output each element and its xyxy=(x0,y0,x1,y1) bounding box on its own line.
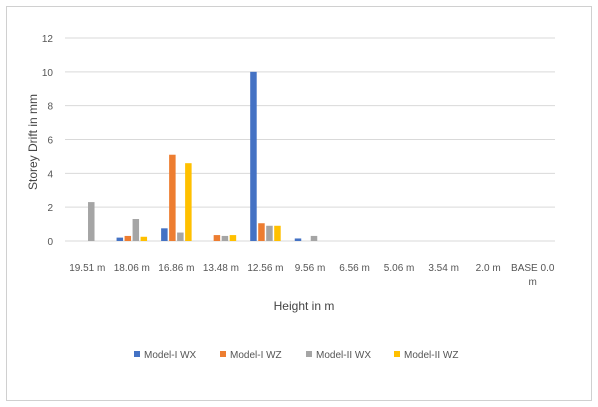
x-axis-title: Height in m xyxy=(274,299,335,313)
bar xyxy=(169,154,176,241)
bar xyxy=(185,163,192,241)
bar xyxy=(116,237,124,241)
legend-label: Model-I WX xyxy=(144,350,197,361)
x-tick-label: 6.56 m xyxy=(339,263,370,274)
legend-item: Model-I WX xyxy=(134,350,197,361)
legend-label: Model-II WZ xyxy=(404,350,458,361)
bar xyxy=(161,228,168,241)
bar xyxy=(310,235,318,241)
bar xyxy=(258,223,265,241)
x-tick-label: 13.48 m xyxy=(203,263,239,274)
y-tick-label: 6 xyxy=(47,136,53,147)
gridlines xyxy=(65,37,555,242)
legend-swatch xyxy=(394,351,400,357)
bar xyxy=(250,71,257,241)
bars xyxy=(88,71,318,241)
legend-swatch xyxy=(134,351,140,357)
bar xyxy=(274,225,281,241)
legend: Model-I WX Model-I WZ Model-II WX Model-II … xyxy=(134,350,458,361)
y-tick-label: 0 xyxy=(47,237,53,248)
x-tick-label: 3.54 m xyxy=(428,263,459,274)
bar xyxy=(221,235,229,241)
x-tick-label: 9.56 m xyxy=(295,263,326,274)
bar xyxy=(294,238,302,241)
y-axis-title: Storey Drift in mm xyxy=(26,94,40,190)
chart-svg: 0 2 4 6 8 10 12 19.51 m 18.06 m 16.86 m 13.48 m 12… xyxy=(26,34,555,361)
y-tick-label: 12 xyxy=(42,34,54,45)
bar xyxy=(132,219,140,241)
legend-swatch xyxy=(306,351,312,357)
x-tick-label: 2.0 m xyxy=(476,263,501,274)
x-tick-label: BASE 0.0 m xyxy=(511,263,555,288)
y-tick-labels: 0 2 4 6 8 10 12 xyxy=(42,34,54,248)
bar xyxy=(213,235,221,241)
legend-item: Model-II WZ xyxy=(394,350,458,361)
x-tick-label: 5.06 m xyxy=(384,263,415,274)
legend-item: Model-I WZ xyxy=(220,350,282,361)
x-tick-label: 12.56 m xyxy=(247,263,283,274)
y-tick-label: 2 xyxy=(47,203,53,214)
chart-frame: 0 2 4 6 8 10 12 19.51 m 18.06 m 16.86 m 13.48 m 12… xyxy=(6,6,592,401)
legend-label: Model-II WX xyxy=(316,350,371,361)
x-tick-label: 16.86 m xyxy=(158,263,194,274)
y-tick-label: 8 xyxy=(47,102,53,113)
bar xyxy=(177,232,184,241)
bar xyxy=(229,235,237,241)
x-tick-label: 18.06 m xyxy=(114,263,150,274)
x-tick-label: 19.51 m xyxy=(69,263,105,274)
bar xyxy=(88,202,95,241)
bar xyxy=(140,236,148,241)
legend-swatch xyxy=(220,351,226,357)
bar xyxy=(266,225,273,241)
legend-label: Model-I WZ xyxy=(230,350,282,361)
y-tick-label: 4 xyxy=(47,169,53,180)
x-tick-labels: 19.51 m 18.06 m 16.86 m 13.48 m 12.56 m 9.56 … xyxy=(69,263,555,288)
y-tick-label: 10 xyxy=(42,68,54,79)
bar xyxy=(124,235,132,241)
legend-item: Model-II WX xyxy=(306,350,371,361)
